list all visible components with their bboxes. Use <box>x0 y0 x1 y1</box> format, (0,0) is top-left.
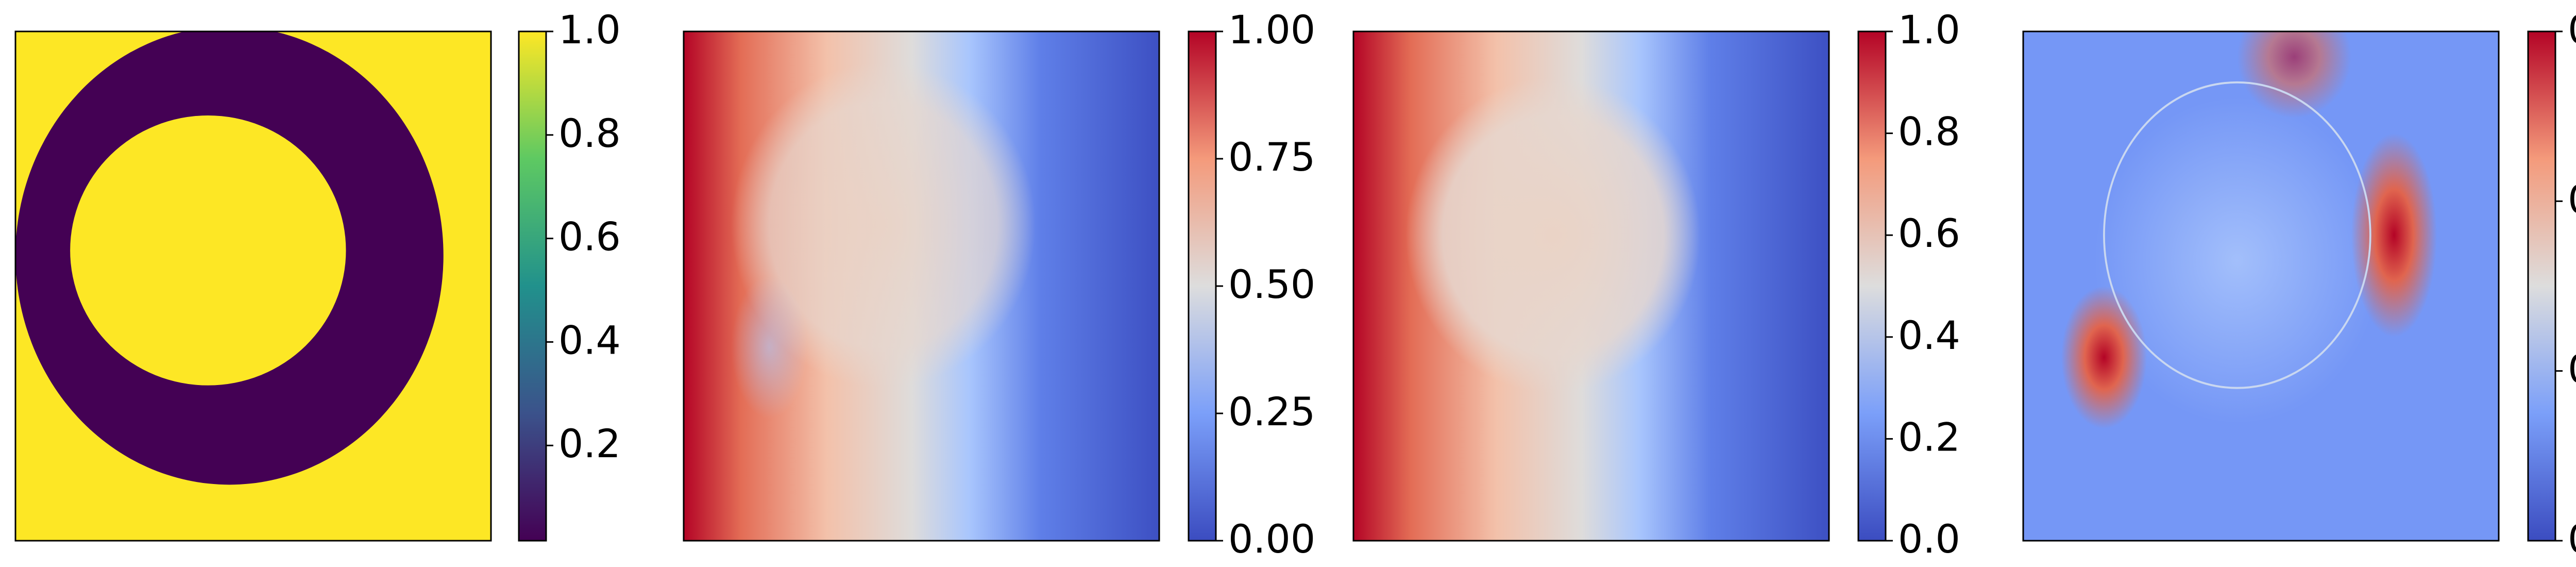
field <box>2103 81 2371 389</box>
field <box>2351 133 2437 337</box>
colorbar-tick-label: 0.05 <box>2568 346 2576 392</box>
field <box>731 62 1036 388</box>
heatmap <box>1353 31 1829 541</box>
colorbar-tick-label: 0.8 <box>1898 109 1960 155</box>
colorbar-tick-label: 0.00 <box>2568 516 2576 562</box>
field <box>1405 77 1701 393</box>
colorbar-tick-label: 0.4 <box>558 317 621 363</box>
field <box>2237 31 2351 118</box>
field <box>2094 97 2380 424</box>
colorbar-tick-label: 1.0 <box>558 7 621 53</box>
colorbar <box>1857 30 1887 542</box>
colorbar-tick-label: 0.2 <box>1898 414 1960 460</box>
colorbar-tick-label: 0.6 <box>1898 210 1960 256</box>
colorbar-tick-label: 0.6 <box>558 214 621 260</box>
colorbar-tick-label: 0.15 <box>2568 7 2576 53</box>
colorbar-tick-label: 0.25 <box>1228 389 1315 435</box>
field <box>70 115 346 386</box>
colorbar-tick-label: 0.50 <box>1228 261 1315 307</box>
heatmap <box>684 31 1159 541</box>
field <box>731 276 807 419</box>
axes-frame <box>14 30 492 542</box>
colorbar-tick-label: 0.2 <box>558 421 621 466</box>
colorbar-tick-label: 0.4 <box>1898 312 1960 358</box>
colorbar <box>2527 30 2556 542</box>
axes-frame <box>1352 30 1830 542</box>
axes-frame <box>683 30 1160 542</box>
colorbar-tick-label: 0.00 <box>1228 516 1315 562</box>
field <box>2061 286 2147 429</box>
colorbar <box>1188 30 1217 542</box>
heatmap <box>2023 31 2499 541</box>
colorbar-tick-label: 0.0 <box>1898 516 1960 562</box>
colorbar-tick-label: 0.75 <box>1228 134 1315 180</box>
colorbar-tick-label: 0.8 <box>558 110 621 156</box>
colorbar <box>518 30 547 542</box>
axes-frame <box>2022 30 2500 542</box>
colorbar-tick-label: 0.10 <box>2568 176 2576 222</box>
heatmap <box>15 31 491 541</box>
colorbar-tick-label: 1.0 <box>1898 7 1960 53</box>
colorbar-tick-label: 1.00 <box>1228 7 1315 53</box>
